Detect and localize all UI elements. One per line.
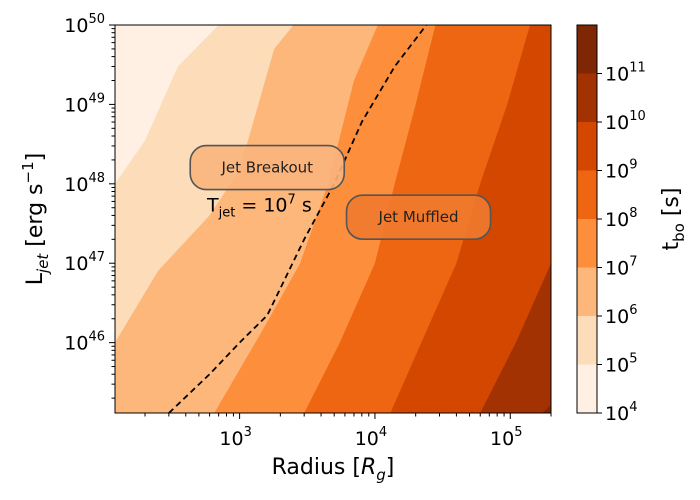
y-axis-label: Ljet [erg s−1] [19,153,52,285]
colorbar-tick-label-7: 1011 [605,61,646,86]
colorbar-tick-label-6: 1010 [605,109,646,134]
colorbar-tick-label-0: 104 [605,400,637,425]
colorbar-tick-label-4: 108 [605,206,637,231]
colorbar-level-1 [577,316,597,365]
annotation-label-1: Jet Muffled [378,208,459,226]
colorbar: 104 105 106 107 108 109 1010 1011 [576,24,646,425]
y-tick-label-4: 1050 [64,12,105,37]
x-axis-label: Radius [Rg] [272,455,395,484]
plot-frame [114,24,552,414]
colorbar-tick-label-2: 106 [605,303,637,328]
y-tick-label-3: 1049 [64,91,105,116]
y-tick-label-2: 1048 [64,171,105,196]
colorbar-level-3 [577,219,597,268]
x-tick-label-1: 104 [355,425,387,450]
threshold-line-group [168,25,428,413]
contour-region-1e10 [480,263,551,413]
x-axis-ticks: 103 104 105 [144,413,552,450]
annotation-box-1 [345,194,492,240]
annotations: Jet Breakout Jet Muffled Tjet = 107 s [189,144,492,240]
contour-region-1e11 [541,405,551,413]
colorbar-tick-label-1: 105 [605,352,637,377]
x-tick-label-2: 105 [490,425,522,450]
colorbar-level-0 [577,364,597,413]
colorbar-level-2 [577,267,597,316]
colorbar-level-6 [577,73,597,122]
annotation-box-0 [189,144,346,191]
axis-labels: Radius [Rg] Ljet [erg s−1] tbo [s] [19,153,688,484]
colorbar-level-4 [577,170,597,219]
y-axis-ticks: 1046 1047 1048 1049 1050 [64,12,115,399]
colorbar-level-5 [577,122,597,171]
threshold-label: Tjet = 107 s [206,192,312,220]
y-tick-label-0: 1046 [64,330,105,355]
colorbar-label: tbo [s] [659,188,688,251]
annotation-label-0: Jet Breakout [220,159,313,177]
y-tick-label-1: 1047 [64,250,105,275]
colorbar-tick-label-5: 109 [605,158,637,183]
colorbar-tick-label-3: 107 [605,255,637,280]
x-tick-label-0: 103 [219,425,251,450]
threshold-dashed-line [168,25,428,413]
colorbar-level-7 [577,25,597,74]
